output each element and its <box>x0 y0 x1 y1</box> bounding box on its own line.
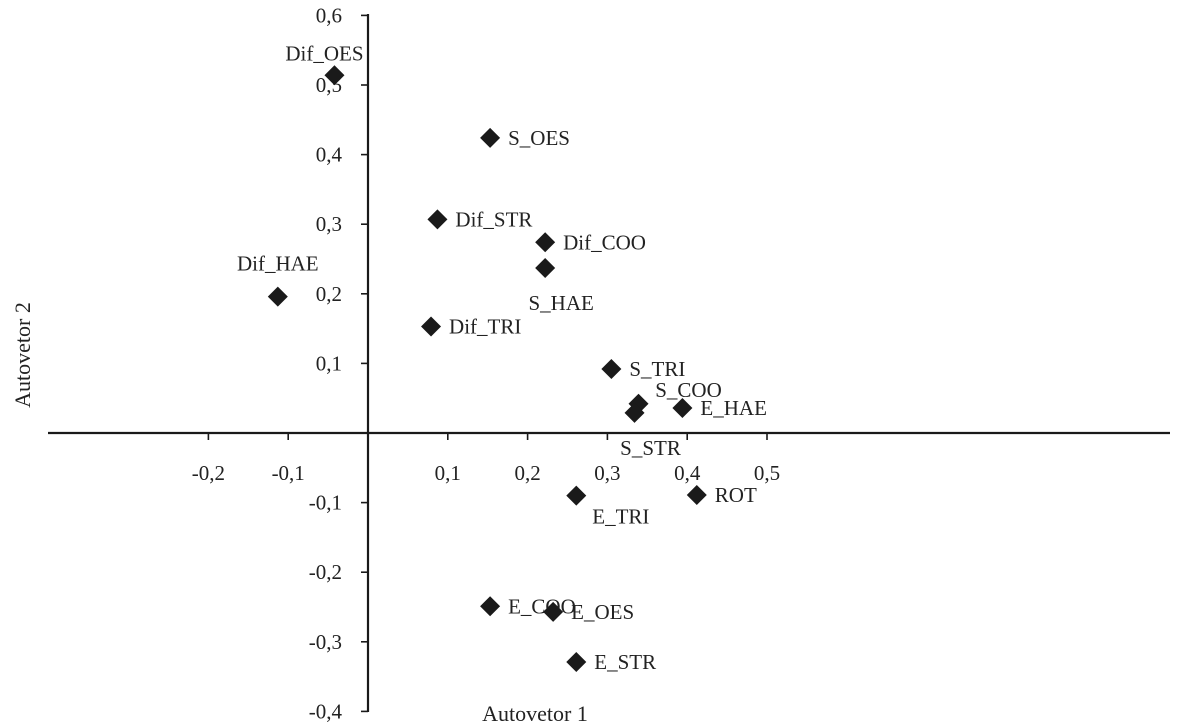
point-dif-hae <box>267 286 288 307</box>
point-e-tri <box>566 485 587 506</box>
y-axis-title: Autovetor 2 <box>10 302 35 408</box>
point-label-s-tri: S_TRI <box>629 357 685 381</box>
x-tick-label: 0,3 <box>594 461 620 485</box>
y-tick-label: -0,2 <box>309 560 342 584</box>
point-label-e-hae: E_HAE <box>700 396 767 420</box>
point-e-hae <box>672 397 693 418</box>
y-tick-label: 0,4 <box>316 143 343 167</box>
x-tick-label: 0,4 <box>674 461 701 485</box>
x-tick-label: 0,1 <box>435 461 461 485</box>
point-label-e-str: E_STR <box>594 650 656 674</box>
point-label-dif-tri: Dif_TRI <box>449 315 521 339</box>
point-label-dif-oes: Dif_OES <box>285 41 363 65</box>
point-label-e-coo: E_COO <box>508 594 576 618</box>
point-label-dif-coo: Dif_COO <box>563 230 646 254</box>
point-s-oes <box>480 127 501 148</box>
x-tick-label: 0,5 <box>754 461 780 485</box>
point-label-s-str: S_STR <box>620 436 681 460</box>
y-tick-label: -0,3 <box>309 630 342 654</box>
point-label-s-coo: S_COO <box>655 378 722 402</box>
point-rot <box>686 484 707 505</box>
point-e-str <box>566 651 587 672</box>
x-axis-title: Autovetor 1 <box>482 701 588 725</box>
point-s-str <box>624 402 645 423</box>
point-s-tri <box>601 358 622 379</box>
point-label-rot: ROT <box>715 483 757 507</box>
point-label-e-oes: E_OES <box>571 600 634 624</box>
point-e-coo <box>480 596 501 617</box>
x-tick-label: -0,2 <box>192 461 225 485</box>
point-s-hae <box>535 258 556 279</box>
y-tick-label: 0,2 <box>316 282 342 306</box>
point-label-e-tri: E_TRI <box>592 505 649 529</box>
y-tick-label: -0,1 <box>309 491 342 515</box>
point-label-dif-str: Dif_STR <box>455 207 532 231</box>
titles-layer: Autovetor 1 Autovetor 2 <box>10 302 588 725</box>
point-dif-coo <box>535 232 556 253</box>
point-e-oes <box>543 601 564 622</box>
point-label-dif-hae: Dif_HAE <box>237 252 319 276</box>
y-tick-label: 0,6 <box>316 3 342 27</box>
points-layer: Dif_OES S_OES Dif_STR Dif_COO S_HAE Dif_HAE Di… <box>237 41 767 674</box>
y-tick-label: -0,4 <box>309 699 343 723</box>
point-dif-tri <box>421 316 442 337</box>
x-tick-label: 0,2 <box>514 461 540 485</box>
y-tick-label: 0,3 <box>316 212 342 236</box>
x-tick-label: -0,1 <box>272 461 305 485</box>
point-label-s-oes: S_OES <box>508 126 570 150</box>
ticks-layer: -0,2 -0,1 0,1 0,2 0,3 0,4 0,50,60,50,40,30,20,… <box>192 3 780 723</box>
point-label-s-hae: S_HAE <box>528 291 593 315</box>
y-tick-label: 0,1 <box>316 351 342 375</box>
point-dif-oes <box>324 65 345 86</box>
point-dif-str <box>427 209 448 230</box>
